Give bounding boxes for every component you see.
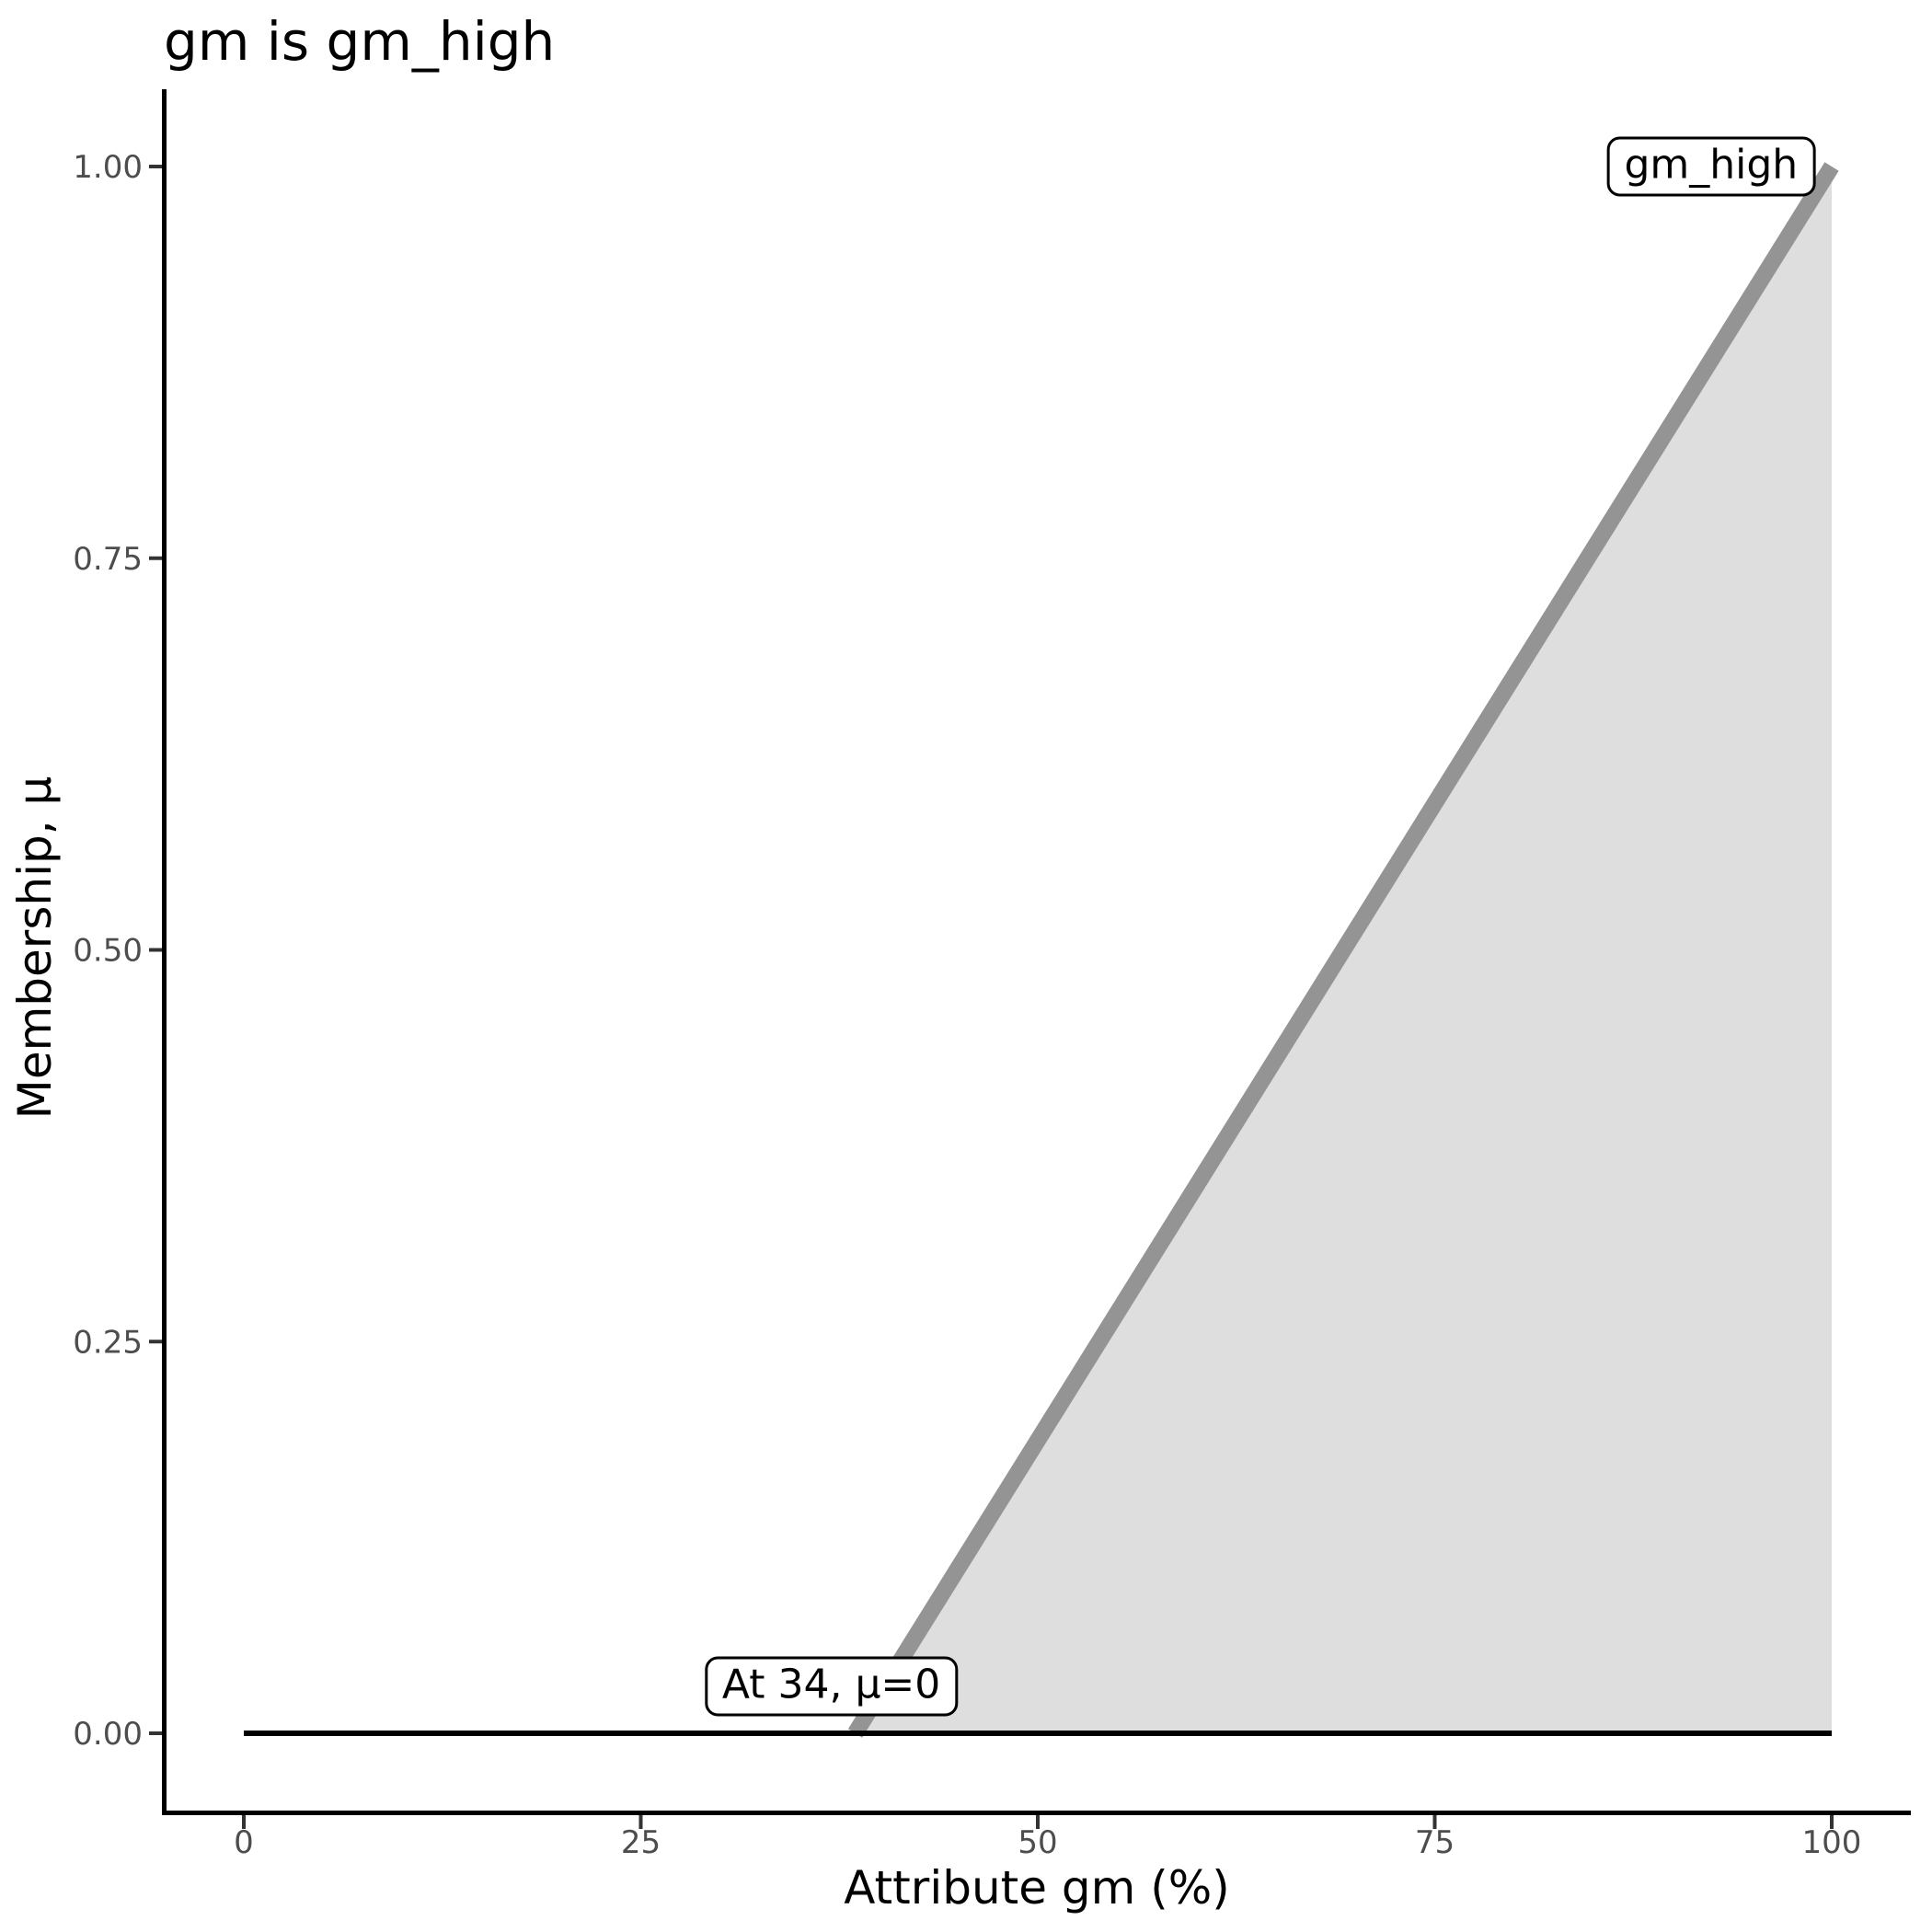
annotation-zero-crossing-label: At 34, μ=0 [704, 1656, 959, 1717]
y-tick-label: 0.75 [73, 541, 143, 578]
x-tick-label: 0 [234, 1824, 254, 1861]
y-tick-label: 0.50 [73, 933, 143, 970]
annotation-gm-high-label: gm_high [1606, 136, 1816, 197]
y-tick-label: 0.25 [73, 1324, 143, 1361]
x-tick-label: 50 [1018, 1824, 1057, 1861]
membership-ramp-line [847, 162, 1839, 1738]
y-tick-label: 0.00 [73, 1716, 143, 1753]
x-tick-label: 100 [1802, 1824, 1862, 1861]
y-axis-title: Membership, μ [8, 776, 62, 1120]
x-tick-label: 25 [621, 1824, 661, 1861]
y-tick-label: 1.00 [73, 149, 143, 186]
chart-title: gm is gm_high [164, 10, 556, 73]
x-axis-title: Attribute gm (%) [844, 1861, 1230, 1915]
x-tick-label: 75 [1415, 1824, 1455, 1861]
